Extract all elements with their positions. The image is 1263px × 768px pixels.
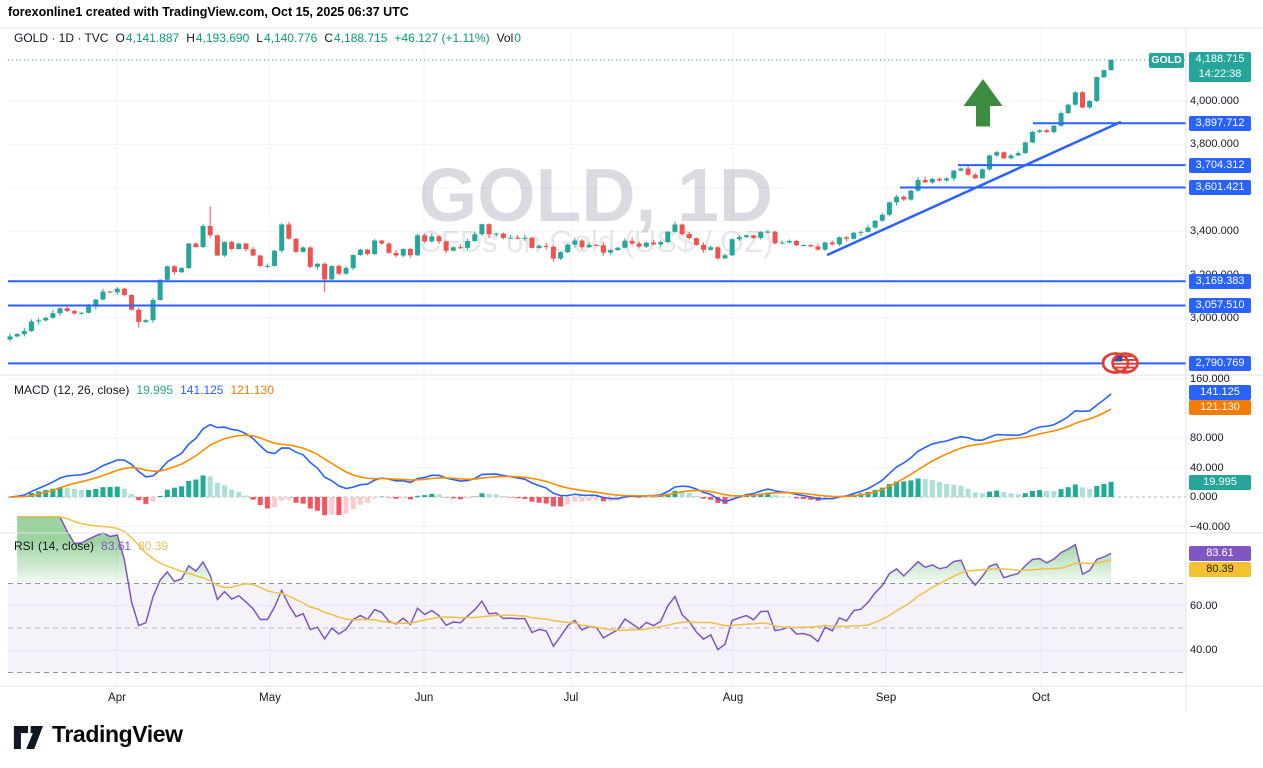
price-level-badge: 3,601.421	[1189, 179, 1251, 195]
change-value: +46.127 (+1.11%)	[394, 31, 490, 45]
volume-value: Vol0	[496, 31, 521, 45]
rsi-ma-value: 80.39	[138, 539, 169, 553]
price-tick-label: 3,400.000	[1190, 225, 1239, 238]
credit-header: forexonline1 created with TradingView.co…	[8, 5, 409, 19]
rsi-ma-badge: 80.39	[1189, 561, 1251, 577]
rsi-plot	[17, 516, 1112, 651]
macd-line-badge: 141.125	[1189, 385, 1251, 401]
time-axis-month-label: Apr	[108, 692, 126, 704]
time-axis-month-label: Sep	[875, 692, 897, 704]
macd-signal-badge: 121.130	[1189, 400, 1251, 416]
ohlc-open: O4,141.887	[115, 31, 180, 45]
support-resistance-lines[interactable]	[8, 121, 1186, 365]
indicator-bands	[8, 496, 1186, 673]
macd-signal-value: 121.130	[230, 383, 274, 397]
price-tick-label: 4,000.000	[1190, 95, 1239, 107]
symbol-watermark-title: GOLD, 1D	[419, 153, 773, 237]
price-level-badge: 3,057.510	[1189, 298, 1251, 314]
time-scale[interactable]	[8, 686, 1186, 710]
ohlc-high: H4,193.690	[186, 31, 250, 45]
price-level-badge: 3,704.312	[1189, 157, 1251, 173]
rsi-title: RSI	[14, 539, 35, 553]
macd-legend[interactable]: MACD (12, 26, close) 19.995 141.125 121.…	[14, 383, 274, 397]
tradingview-wordmark: TradingView	[52, 720, 183, 747]
macd-tick-label: 40.000	[1190, 461, 1224, 474]
bar-countdown: 14:22:38	[1198, 68, 1242, 81]
ohlc-low: L4,140.776	[256, 31, 318, 45]
time-axis-month-label: Jul	[563, 692, 579, 704]
tradingview-mark-icon	[13, 726, 43, 749]
time-axis-month-label: Oct	[1032, 692, 1050, 704]
time-axis-month-label: Aug	[722, 692, 744, 704]
rsi-tick-label: 40.00	[1190, 644, 1218, 657]
up-arrow-annotation[interactable]	[963, 79, 1003, 127]
macd-plot	[7, 393, 1114, 516]
panel-dividers	[0, 27, 1263, 710]
price-line-symbol-label: GOLD	[1149, 52, 1184, 68]
symbol-title: GOLD · 1D · TVC	[14, 31, 109, 45]
last-price-value: 4,188.715	[1195, 53, 1245, 66]
time-axis-month-label: May	[259, 692, 281, 704]
candlestick-series[interactable]	[7, 58, 1114, 342]
rsi-tick-label: 60.00	[1190, 599, 1218, 612]
macd-hist-value: 19.995	[136, 383, 174, 397]
price-tick-label: 3,800.000	[1190, 138, 1239, 151]
rsi-badge: 83.61	[1189, 545, 1251, 561]
price-level-badge: 3,897.712	[1189, 115, 1251, 131]
macd-tick-label: 0.000	[1190, 491, 1218, 503]
last-price-badge: 4,188.715 14:22:38	[1189, 52, 1251, 83]
symbol-watermark-subtitle: CFDs on Gold (US$ / OZ)	[419, 224, 774, 259]
rsi-value: 83.61	[101, 539, 132, 553]
flag-globe-icon	[1101, 352, 1139, 374]
macd-tick-label: 80.000	[1190, 432, 1224, 444]
macd-hist-badge: 19.995	[1189, 474, 1251, 490]
price-level-badge: 3,169.383	[1189, 273, 1251, 289]
tradingview-logo[interactable]: TradingView	[12, 719, 183, 749]
ohlc-close: C4,188.715	[324, 31, 388, 45]
macd-title: MACD	[14, 383, 50, 397]
rsi-params: (14, close)	[38, 539, 95, 553]
macd-tick-label: −40.000	[1190, 520, 1231, 533]
price-tick-label: 3,000.000	[1190, 312, 1239, 324]
rsi-legend[interactable]: RSI (14, close) 83.61 80.39	[14, 539, 168, 553]
time-axis-month-label: Jun	[414, 692, 434, 704]
macd-params: (12, 26, close)	[53, 383, 130, 397]
macd-line-value: 141.125	[180, 383, 224, 397]
symbol-legend[interactable]: GOLD · 1D · TVC O4,141.887 H4,193.690 L4…	[14, 31, 521, 45]
price-level-badge: 2,790.769	[1189, 355, 1251, 371]
macd-tick-label: 160.000	[1190, 373, 1230, 385]
